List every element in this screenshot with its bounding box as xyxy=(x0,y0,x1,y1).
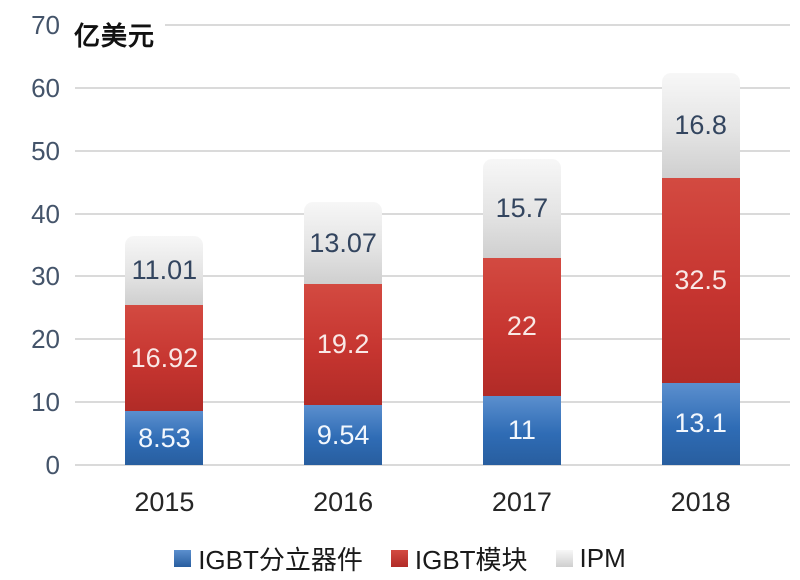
gridline-20 xyxy=(75,338,790,341)
bar-2016: 9.54 19.2 13.07 xyxy=(304,25,383,465)
gridline-0 xyxy=(75,464,790,466)
x-axis-label-2016: 2016 xyxy=(313,487,374,517)
legend-swatch-igbt-discrete xyxy=(174,550,192,567)
legend-swatch-igbt-module xyxy=(390,550,408,567)
gridline-30 xyxy=(75,275,790,278)
value-label-igbt-module-2017: 22 xyxy=(506,311,537,342)
segment-igbt-discrete-2016: 9.54 xyxy=(304,405,383,465)
value-label-igbt-module-2015: 16.92 xyxy=(130,342,199,373)
y-tick-label-0: 0 xyxy=(45,450,60,480)
bar-2015: 8.53 16.92 11.01 xyxy=(125,25,204,465)
y-tick-label-30: 30 xyxy=(31,261,60,292)
legend-item-ipm: IPM xyxy=(555,543,626,574)
gridline-40 xyxy=(75,212,790,215)
y-axis-unit-label: 亿美元 xyxy=(74,16,166,53)
value-label-igbt-module-2018: 32.5 xyxy=(674,265,727,296)
segment-igbt-module-2016: 19.2 xyxy=(304,284,383,406)
y-tick-label-10: 10 xyxy=(31,387,60,418)
legend-label-igbt-discrete: IGBT分立器件 xyxy=(198,545,363,575)
value-label-ipm-2016: 13.07 xyxy=(309,227,377,258)
gridline-70 xyxy=(75,24,790,26)
value-label-igbt-discrete-2015: 8.53 xyxy=(138,422,191,453)
bar-2017: 11 22 15.7 xyxy=(482,25,561,465)
x-axis-label-2017: 2017 xyxy=(491,487,552,517)
segment-ipm-2015: 11.01 xyxy=(125,235,204,306)
value-label-igbt-discrete-2017: 11 xyxy=(507,414,536,445)
segment-ipm-2017: 15.7 xyxy=(482,158,561,258)
legend-label-igbt-module: IGBT模块 xyxy=(414,545,528,575)
segment-igbt-discrete-2015: 8.53 xyxy=(125,411,204,465)
legend-swatch-ipm xyxy=(555,550,573,567)
plot-area: 8.53 16.92 11.01 9.54 19.2 13.07 11 22 15.7 13.1 3… xyxy=(75,24,790,466)
segment-igbt-module-2015: 16.92 xyxy=(125,305,204,412)
legend-item-igbt-discrete: IGBT分立器件 xyxy=(174,540,363,577)
value-label-ipm-2018: 16.8 xyxy=(674,110,727,141)
segment-ipm-2018: 16.8 xyxy=(661,72,740,179)
value-label-igbt-discrete-2016: 9.54 xyxy=(316,419,370,450)
x-axis-label-2015: 2015 xyxy=(134,487,195,517)
segment-igbt-module-2017: 22 xyxy=(482,257,561,396)
segment-igbt-module-2018: 32.5 xyxy=(661,178,740,383)
legend: IGBT分立器件 IGBT模块 IPM xyxy=(0,540,800,577)
segment-ipm-2016: 13.07 xyxy=(304,202,383,285)
gridline-60 xyxy=(75,86,790,89)
value-label-igbt-discrete-2018: 13.1 xyxy=(674,408,727,439)
segment-igbt-discrete-2017: 11 xyxy=(482,395,561,465)
y-tick-label-60: 60 xyxy=(31,72,60,103)
value-label-ipm-2017: 15.7 xyxy=(495,192,549,223)
segment-igbt-discrete-2018: 13.1 xyxy=(661,382,740,465)
y-tick-label-20: 20 xyxy=(31,324,60,355)
gridline-50 xyxy=(75,149,790,152)
x-axis-label-2018: 2018 xyxy=(670,487,731,517)
y-tick-label-70: 70 xyxy=(31,10,60,40)
legend-label-ipm: IPM xyxy=(579,543,626,573)
value-label-ipm-2015: 11.01 xyxy=(131,254,198,285)
y-tick-label-50: 50 xyxy=(31,135,60,166)
y-tick-label-40: 40 xyxy=(31,198,60,229)
legend-item-igbt-module: IGBT模块 xyxy=(390,540,528,577)
value-label-igbt-module-2016: 19.2 xyxy=(316,329,370,360)
gridline-10 xyxy=(75,401,790,404)
bar-2018: 13.1 32.5 16.8 xyxy=(661,25,740,465)
